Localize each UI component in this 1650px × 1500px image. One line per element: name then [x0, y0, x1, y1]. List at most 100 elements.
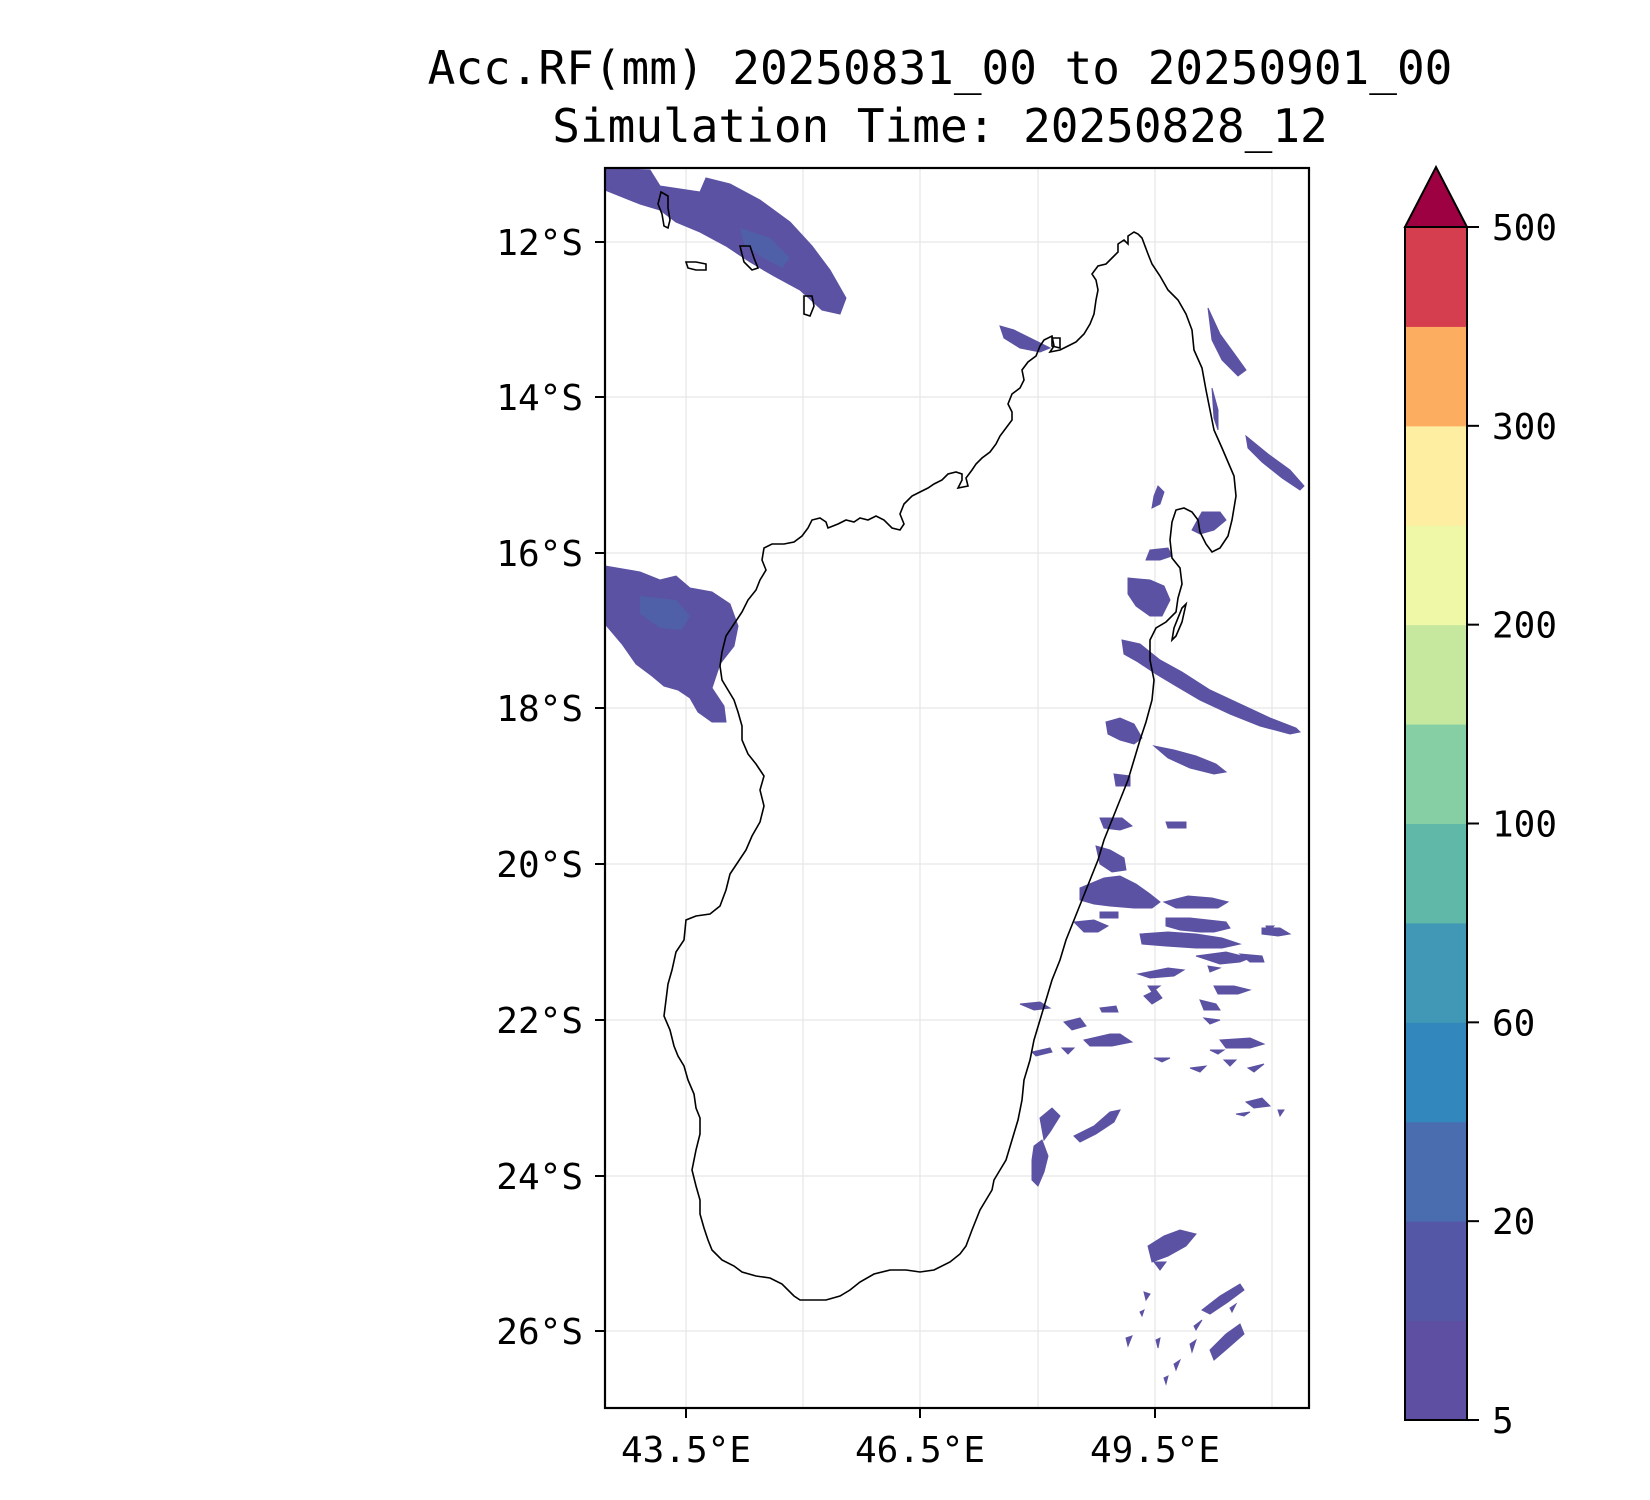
- rain-patch: [1072, 919, 1110, 933]
- rain-patch: [1202, 1017, 1221, 1025]
- rain-patch: [1139, 1309, 1145, 1318]
- lat-tick-label: 16°S: [496, 534, 583, 575]
- rain-patch: [1060, 1047, 1076, 1055]
- rain-patch: [1265, 925, 1276, 933]
- rain-patch: [1083, 1033, 1134, 1047]
- colorbar-tick-label: 5: [1492, 1401, 1514, 1442]
- rain-core: [740, 228, 790, 268]
- rain-patch: [1152, 745, 1228, 775]
- rain-patch: [1162, 895, 1230, 909]
- lat-tick-label: 26°S: [496, 1312, 583, 1353]
- colorbar-segment: [1405, 624, 1467, 725]
- colorbar-segment: [1405, 922, 1467, 1023]
- rain-patch: [1244, 1097, 1272, 1109]
- rain-patch: [1165, 821, 1187, 829]
- rain-patch: [1063, 1017, 1087, 1031]
- colorbar-segment: [1405, 425, 1467, 526]
- colorbar-tick-label: 500: [1492, 208, 1557, 249]
- rain-patch: [1207, 965, 1222, 973]
- rain-patch: [1079, 875, 1161, 909]
- rain-patch: [1219, 1037, 1266, 1049]
- lon-tick-label: 49.5°E: [1090, 1430, 1220, 1471]
- map-title: Acc.RF(mm) 20250831_00 to 20250901_00: [427, 41, 1453, 95]
- colorbar-segment: [1405, 1320, 1467, 1421]
- rain-patch: [1143, 1291, 1151, 1302]
- sainte-marie-island: [1170, 601, 1188, 643]
- lat-tick-label: 14°S: [496, 378, 583, 419]
- rain-patch: [1209, 1049, 1226, 1055]
- rain-patch: [1199, 999, 1221, 1011]
- rain-patch: [1099, 1005, 1119, 1013]
- rain-patch: [1019, 1001, 1052, 1011]
- rain-patch: [1127, 577, 1171, 617]
- colorbar-tick-label: 60: [1492, 1003, 1535, 1044]
- colorbar-tick-label: 100: [1492, 805, 1557, 846]
- colorbar: 5 20 60 100 200 300 500: [1403, 164, 1557, 1442]
- rain-patch: [1099, 911, 1119, 919]
- rain-patch: [1139, 931, 1242, 949]
- rain-patch: [1213, 985, 1252, 995]
- rain-patch: [1143, 989, 1163, 1005]
- colorbar-tick-label: 300: [1492, 407, 1557, 448]
- rain-patch: [1153, 1057, 1171, 1063]
- colorbar-segment: [1405, 823, 1467, 924]
- rain-patch: [1147, 985, 1162, 993]
- rain-patch: [1191, 511, 1227, 535]
- rain-patch: [1155, 1337, 1161, 1349]
- colorbar-segment: [1405, 525, 1467, 626]
- colorbar-segment: [1405, 1121, 1467, 1222]
- rain-patch: [1125, 1335, 1133, 1348]
- rain-patch: [999, 325, 1052, 353]
- rain-patch: [1073, 1109, 1121, 1143]
- mayotte-island: [803, 295, 815, 317]
- rain-patch: [1235, 1111, 1251, 1117]
- colorbar-segment: [1405, 326, 1467, 427]
- rain-patch: [1151, 485, 1165, 509]
- comoros-island-2: [738, 245, 760, 271]
- lat-tick-label: 18°S: [496, 689, 583, 730]
- rain-patch: [604, 167, 847, 315]
- lon-tick-label: 46.5°E: [855, 1430, 985, 1471]
- rain-patch: [1173, 1358, 1182, 1372]
- map-subtitle: Simulation Time: 20250828_12: [552, 99, 1328, 153]
- rainfall-patches: [604, 167, 1305, 1386]
- lat-tick-label: 22°S: [496, 1001, 583, 1042]
- rain-patch: [1207, 307, 1247, 377]
- rain-patch: [1163, 1375, 1169, 1386]
- colorbar-segment: [1405, 1221, 1467, 1322]
- colorbar-segment: [1405, 724, 1467, 824]
- longitude-axis: 43.5°E 46.5°E 49.5°E: [621, 1408, 1220, 1471]
- rain-patch: [1147, 1229, 1197, 1263]
- rain-patch: [1189, 1338, 1197, 1354]
- comoros-island-3: [684, 261, 707, 271]
- rain-patch: [1165, 917, 1231, 933]
- lon-tick-label: 43.5°E: [621, 1430, 751, 1471]
- colorbar-extend-arrow: [1403, 164, 1469, 228]
- colorbar-tick-label: 200: [1492, 606, 1557, 647]
- rain-patch: [1238, 953, 1265, 963]
- rain-core: [640, 596, 690, 630]
- rain-patch: [1245, 434, 1305, 491]
- comoros-island-1: [657, 190, 671, 230]
- rain-patch: [1195, 951, 1252, 965]
- lat-tick-label: 20°S: [496, 845, 583, 886]
- madagascar-coastline: [663, 231, 1237, 1301]
- rain-patch: [1099, 817, 1134, 831]
- rain-patch: [1031, 1139, 1049, 1187]
- rain-patch: [1201, 1283, 1245, 1315]
- rain-patch: [1136, 967, 1186, 979]
- rain-patch: [1095, 845, 1127, 873]
- latitude-axis: 12°S 14°S 16°S 18°S 20°S 22°S 24°S 26°S: [496, 223, 605, 1353]
- rain-patch: [1229, 1302, 1238, 1314]
- rain-patch: [1209, 1323, 1245, 1361]
- colorbar-segment: [1405, 227, 1467, 327]
- map-frame: [603, 166, 1311, 1410]
- rain-patch: [1145, 547, 1173, 561]
- rain-patch: [1039, 1107, 1061, 1142]
- rain-patch: [1105, 717, 1143, 745]
- lat-tick-label: 24°S: [496, 1157, 583, 1198]
- rain-patch: [1222, 1059, 1238, 1067]
- coastline: [657, 190, 1237, 1301]
